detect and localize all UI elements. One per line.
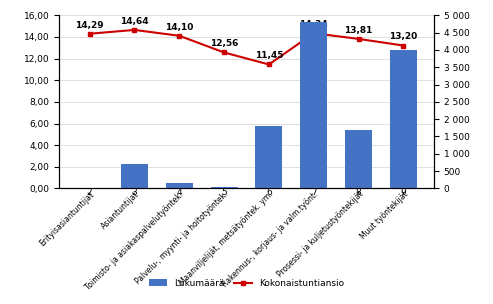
Text: 9: 9 bbox=[400, 188, 406, 198]
Text: 13,81: 13,81 bbox=[344, 26, 373, 35]
Kokonaistuntiansio bbox=[87, 32, 93, 36]
Bar bbox=[166, 183, 193, 188]
Text: 14,34: 14,34 bbox=[299, 20, 328, 29]
Text: 6: 6 bbox=[266, 188, 272, 198]
Line: Kokonaistuntiansio: Kokonaistuntiansio bbox=[87, 27, 406, 67]
Kokonaistuntiansio bbox=[355, 37, 361, 41]
Kokonaistuntiansio bbox=[176, 34, 182, 38]
Kokonaistuntiansio bbox=[132, 28, 138, 32]
Kokonaistuntiansio bbox=[221, 51, 227, 54]
Text: 14,29: 14,29 bbox=[75, 21, 104, 29]
Text: 5: 5 bbox=[221, 188, 227, 198]
Text: 14,10: 14,10 bbox=[165, 22, 193, 32]
Kokonaistuntiansio bbox=[311, 31, 317, 35]
Text: 8: 8 bbox=[355, 188, 361, 198]
Text: 14,64: 14,64 bbox=[120, 17, 149, 26]
Bar bbox=[390, 50, 417, 188]
Bar bbox=[345, 130, 372, 188]
Bar bbox=[121, 164, 148, 188]
Bar bbox=[255, 126, 282, 188]
Text: 2: 2 bbox=[87, 188, 93, 198]
Bar bbox=[211, 187, 238, 188]
Text: 3: 3 bbox=[132, 188, 138, 198]
Text: 11,45: 11,45 bbox=[255, 51, 283, 60]
Kokonaistuntiansio bbox=[266, 63, 272, 66]
Bar bbox=[300, 22, 327, 188]
Text: 12,56: 12,56 bbox=[210, 39, 238, 48]
Kokonaistuntiansio bbox=[400, 44, 406, 47]
Text: 4: 4 bbox=[176, 188, 182, 198]
Text: 13,20: 13,20 bbox=[389, 32, 418, 41]
Text: 7: 7 bbox=[311, 188, 317, 198]
Legend: Lukumäärä, Kokonaistuntiansio: Lukumäärä, Kokonaistuntiansio bbox=[145, 275, 348, 292]
